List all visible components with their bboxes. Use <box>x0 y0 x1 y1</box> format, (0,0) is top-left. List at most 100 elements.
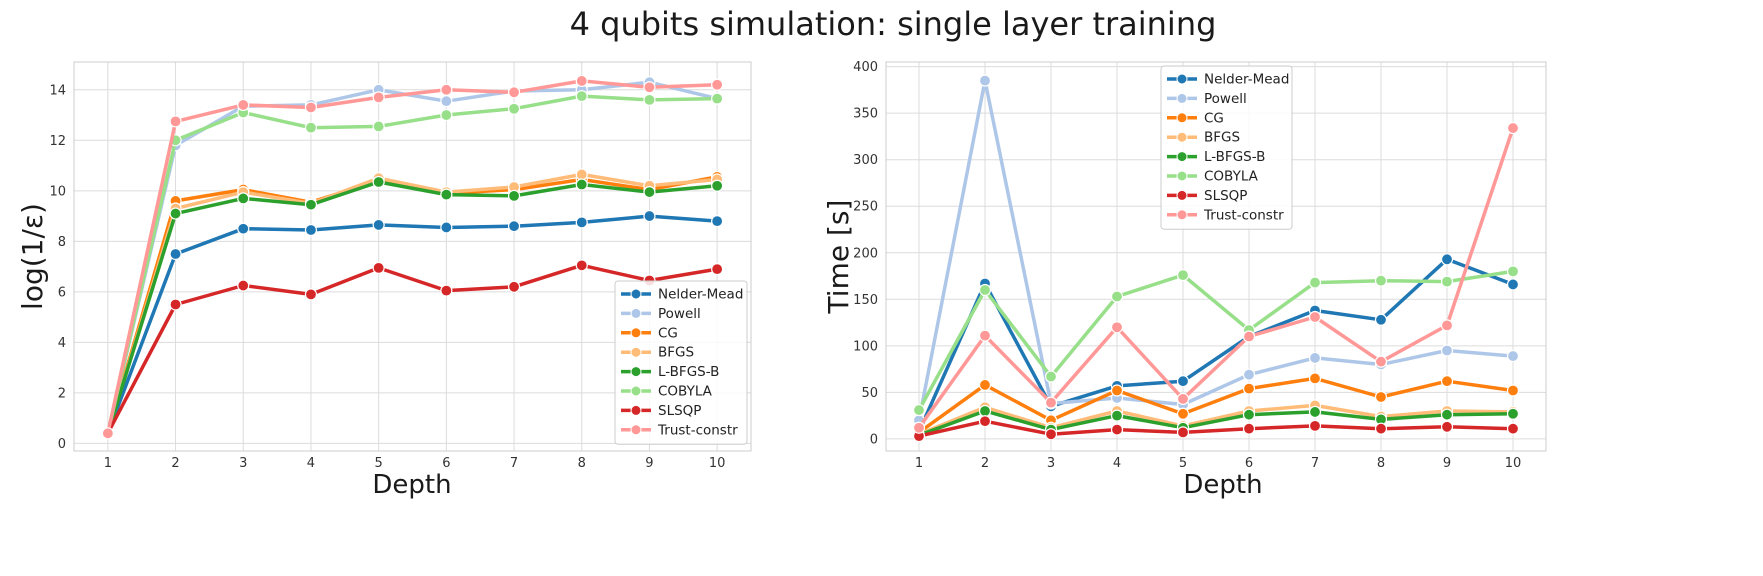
data-point <box>978 283 992 297</box>
data-point <box>304 223 318 237</box>
data-point <box>711 92 724 105</box>
legend-label: Powell <box>658 306 701 322</box>
legend: Nelder-Mead Powell CG BFGS L-BFGS-B COBYLA SLS… <box>614 280 748 445</box>
data-point <box>978 74 992 87</box>
data-point <box>1044 396 1058 409</box>
data-point <box>304 198 318 211</box>
data-point <box>575 90 588 103</box>
x-tick-label: 5 <box>1179 456 1187 471</box>
series-line-l-bfgs-b <box>106 180 719 436</box>
legend-marker <box>1176 209 1188 221</box>
data-point <box>1308 419 1322 432</box>
data-point <box>1176 269 1190 282</box>
legend-label: L-BFGS-B <box>1204 149 1265 165</box>
data-point <box>440 188 453 201</box>
data-point <box>237 222 250 235</box>
x-tick-label: 3 <box>239 456 247 471</box>
data-point <box>101 427 114 440</box>
x-tick-label: 7 <box>1311 456 1319 471</box>
y-tick-label: 0 <box>58 437 66 452</box>
data-point <box>575 168 588 181</box>
data-point <box>1506 278 1520 291</box>
legend-marker <box>630 307 642 319</box>
x-tick-label: 1 <box>104 456 112 471</box>
data-point <box>1176 407 1190 420</box>
legend-marker <box>630 288 642 300</box>
data-point <box>304 101 318 114</box>
data-point <box>1176 375 1190 388</box>
figure-title: 4 qubits simulation: single layer traini… <box>570 5 1217 43</box>
data-point <box>912 421 926 434</box>
x-tick-label: 5 <box>375 456 383 471</box>
data-point <box>440 95 453 108</box>
legend-marker <box>630 346 642 358</box>
series-line-slsqp <box>106 263 719 436</box>
data-point <box>169 115 182 128</box>
series-line-slsqp <box>917 419 1515 438</box>
data-point <box>1110 409 1124 422</box>
data-point <box>575 178 588 191</box>
data-point <box>1242 330 1256 343</box>
x-tick-label: 3 <box>1047 456 1055 471</box>
data-point <box>169 298 182 311</box>
data-point <box>1242 382 1256 395</box>
data-point <box>372 91 385 104</box>
legend-box <box>614 280 748 445</box>
series-line-powell <box>917 78 1515 423</box>
data-point <box>1506 265 1520 278</box>
data-point <box>1374 355 1388 368</box>
legend-label: CG <box>658 325 678 341</box>
legend-marker <box>1176 170 1188 182</box>
x-tick-label: 2 <box>981 456 989 471</box>
y-tick-label: 300 <box>853 153 878 168</box>
data-point <box>237 98 250 112</box>
data-point <box>1440 408 1454 421</box>
y-tick-label: 6 <box>58 285 66 300</box>
data-point <box>507 280 521 293</box>
data-point <box>978 378 992 392</box>
data-point <box>372 218 385 232</box>
data-point <box>1374 390 1388 404</box>
legend-label: Nelder-Mead <box>658 287 743 303</box>
data-point <box>1044 370 1058 383</box>
data-point <box>575 74 588 88</box>
x-tick-label: 8 <box>1377 456 1385 471</box>
legend-label: CG <box>1204 110 1224 126</box>
y-tick-label: 350 <box>853 107 878 122</box>
x-axis-label: Depth <box>1183 470 1262 500</box>
data-point <box>507 189 521 202</box>
series-line-l-bfgs-b <box>917 409 1515 437</box>
legend-marker <box>630 404 642 416</box>
x-tick-label: 10 <box>1505 456 1522 471</box>
x-tick-label: 7 <box>510 456 518 471</box>
series-line-trust-constr <box>917 126 1515 430</box>
data-point <box>304 121 318 134</box>
legend-marker <box>1176 151 1188 163</box>
data-point <box>237 279 250 292</box>
legend-label: COBYLA <box>658 384 713 400</box>
series-line-bfgs <box>917 403 1515 436</box>
data-point <box>1176 426 1190 439</box>
legend-label: L-BFGS-B <box>658 364 719 380</box>
y-tick-label: 10 <box>49 184 66 199</box>
data-point <box>1242 368 1256 381</box>
legend-label: Powell <box>1204 91 1247 107</box>
data-point <box>1044 428 1058 441</box>
data-point <box>507 220 521 233</box>
data-point <box>1440 275 1454 288</box>
data-point <box>1308 351 1322 365</box>
plot-frame <box>73 61 752 452</box>
legend-box <box>1160 65 1293 230</box>
x-tick-label: 9 <box>645 456 653 471</box>
x-tick-label: 4 <box>1113 456 1121 471</box>
series-line-cg <box>917 376 1515 435</box>
data-point <box>440 108 453 122</box>
y-tick-label: 250 <box>853 200 878 215</box>
data-point <box>372 120 385 133</box>
y-tick-label: 150 <box>853 293 878 308</box>
legend-label: SLSQP <box>658 403 701 419</box>
data-point <box>1176 392 1190 405</box>
time-panel: 1 2 3 4 5 6 7 8 9 10050100150200250300350400Depth… <box>822 60 1547 500</box>
y-tick-label: 0 <box>870 432 878 447</box>
